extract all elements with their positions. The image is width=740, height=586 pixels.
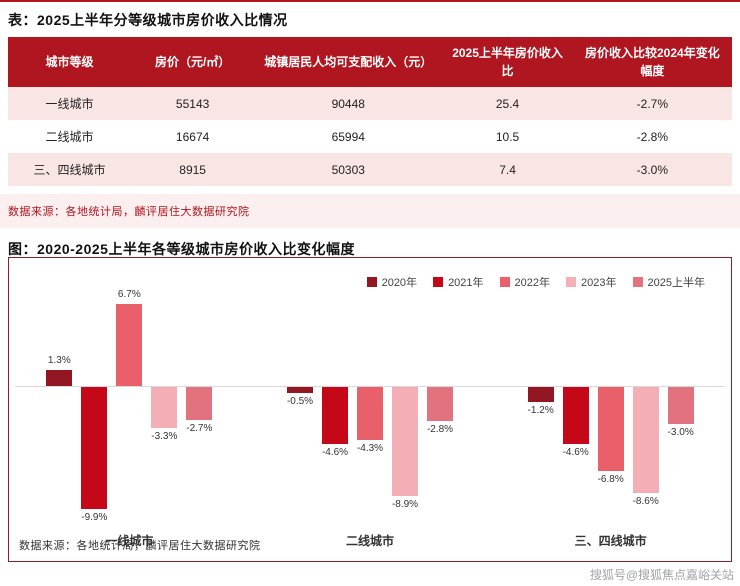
bar-value-label: -9.9% (81, 511, 108, 523)
table-cell: -3.0% (636, 162, 669, 177)
bar-value-label: 1.3% (47, 355, 71, 366)
price-income-table: 城市等级 房价（元/㎡） 城镇居民人均可支配收入（元） 2025上半年房价收入比 房价收… (8, 37, 732, 186)
bar-value-label: -3.3% (151, 430, 178, 442)
column-header: 2025上半年房价收入比 (442, 37, 573, 87)
column-header: 城镇居民人均可支配收入（元） (254, 37, 443, 87)
table-header-row: 城市等级 房价（元/㎡） 城镇居民人均可支配收入（元） 2025上半年房价收入比 房价收… (8, 37, 732, 87)
legend-label: 2023年 (581, 277, 617, 289)
bar-value-label: -3.0% (667, 426, 694, 438)
legend-label: 2022年 (514, 277, 551, 289)
legend-item: 2023年 (566, 274, 617, 290)
chart-bar (287, 387, 313, 394)
chart-legend: 2020年 2021年 2022年 2023年 2025上半年 (366, 274, 705, 290)
table-cell: 50303 (331, 162, 365, 177)
table-cell: 55143 (175, 96, 210, 111)
column-header: 房价收入比较2024年变化幅度 (572, 37, 732, 87)
bar-value-label: -1.2% (527, 404, 554, 416)
bar-value-label: -8.9% (391, 499, 419, 511)
legend-swatch (499, 277, 510, 287)
category-axis: 一线城市 二线城市 三、四线城市 (9, 532, 731, 548)
legend-swatch (632, 277, 643, 287)
legend-swatch (433, 277, 444, 287)
bar-value-label: -4.6% (562, 446, 589, 458)
table-row: 一线城市 55143 90448 25.4 -2.7% (8, 87, 732, 120)
legend-item: 2025上半年 (632, 274, 705, 290)
chart-bar (527, 387, 554, 402)
legend-item: 2020年 (366, 274, 418, 290)
chart-bar (667, 387, 694, 424)
bar-value-label: -6.8% (597, 473, 624, 485)
table-cell: -2.8% (636, 129, 669, 144)
chart-plot: 1.3% -9.9% 6.7% -3.3% -2.7% -0.5% -4.6% -4.3% -8… (9, 258, 731, 526)
category-label: 一线城市 (105, 534, 154, 548)
table-body: 一线城市 55143 90448 25.4 -2.7% 二线城市 16674 65994 10.… (8, 87, 732, 186)
bar-value-label: -2.8% (426, 424, 454, 436)
table-cell: 10.5 (495, 129, 520, 144)
legend-swatch (566, 277, 577, 287)
table-cell: -2.7% (636, 96, 669, 111)
bar-value-label: -2.7% (186, 423, 213, 435)
table-cell: 7.4 (499, 162, 516, 177)
legend-label: 2021年 (448, 277, 484, 289)
chart-bar (427, 387, 453, 422)
chart-box: 2020年 2021年 2022年 2023年 2025上半年 1.3% -9.9% 6.7… (8, 257, 732, 562)
table-header: 城市等级 房价（元/㎡） 城镇居民人均可支配收入（元） 2025上半年房价收入比 房价收… (8, 37, 732, 87)
chart-bar (186, 387, 213, 421)
bar-value-label: -8.6% (632, 495, 659, 507)
bar-value-label: -0.5% (286, 396, 314, 408)
chart-bar (392, 387, 418, 497)
table-cell: 16674 (175, 129, 210, 144)
table-section: 表：2025上半年分等级城市房价收入比情况 城市等级 房价（元/㎡） 城镇居民人均可… (0, 2, 740, 228)
table-cell: 三、四线城市 (33, 163, 106, 177)
category-label: 三、四线城市 (574, 534, 647, 548)
chart-source-note: 数据来源：各地统计局，麟评居住大数据研究院 (19, 540, 261, 552)
table-cell: 一线城市 (45, 97, 94, 111)
column-header: 城市等级 (8, 37, 132, 87)
table-source-note: 数据来源：各地统计局，麟评居住大数据研究院 (0, 194, 740, 228)
chart-bar (322, 387, 348, 444)
chart-bar (632, 387, 659, 493)
table-cell: 90448 (331, 96, 365, 111)
legend-label: 2025上半年 (647, 277, 705, 289)
chart-bar (116, 303, 143, 386)
zero-axis-line (15, 386, 725, 387)
table-title: 表：2025上半年分等级城市房价收入比情况 (8, 12, 288, 28)
watermark: 搜狐号@搜狐焦点嘉峪关站 (589, 568, 734, 582)
legend-item: 2021年 (433, 274, 484, 290)
bar-value-label: -4.3% (356, 442, 384, 454)
chart-bar (151, 387, 178, 428)
category-label: 二线城市 (345, 534, 395, 548)
bar-value-label: 6.7% (117, 288, 141, 300)
table-row: 三、四线城市 8915 50303 7.4 -3.0% (8, 153, 732, 186)
chart-bar (562, 387, 589, 444)
column-header: 房价（元/㎡） (131, 37, 255, 87)
bar-value-label: -4.6% (321, 446, 349, 458)
table-cell: 8915 (179, 162, 206, 177)
table-cell: 二线城市 (45, 130, 94, 144)
table-row: 二线城市 16674 65994 10.5 -2.8% (8, 120, 732, 153)
chart-bar (357, 387, 383, 440)
table-cell: 25.4 (495, 96, 520, 111)
legend-swatch (366, 277, 377, 287)
chart-title: 图：2020-2025上半年各等级城市房价收入比变化幅度 (8, 241, 355, 257)
chart-bar (597, 387, 624, 471)
table-cell: 65994 (331, 129, 365, 144)
chart-bar (81, 387, 108, 509)
legend-item: 2022年 (499, 274, 551, 290)
legend-label: 2020年 (381, 277, 418, 289)
chart-bar (46, 370, 73, 386)
